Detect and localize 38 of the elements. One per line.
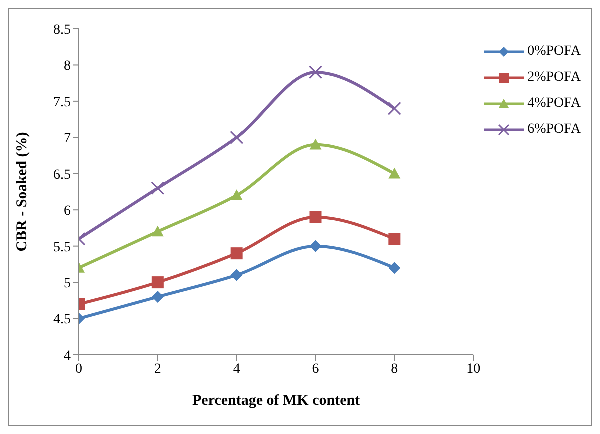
point bbox=[230, 248, 243, 260]
point bbox=[308, 66, 322, 80]
x-tick-label: 10 bbox=[466, 362, 481, 377]
y-tick-label: 8 bbox=[64, 59, 71, 74]
point bbox=[152, 291, 164, 304]
legend-label: 4%POFA bbox=[528, 96, 581, 112]
x-tick-label: 8 bbox=[391, 362, 398, 377]
y-tick-label: 4 bbox=[64, 348, 71, 364]
point bbox=[152, 226, 164, 237]
point bbox=[310, 138, 322, 150]
x-tick-label: 2 bbox=[154, 362, 162, 377]
point bbox=[388, 168, 401, 179]
y-tick-label: 7 bbox=[64, 132, 71, 147]
y-tick-label: 6.5 bbox=[54, 168, 71, 183]
y-tick-label: 8.5 bbox=[54, 22, 71, 38]
point bbox=[230, 190, 243, 200]
y-axis-title: CBR - Soaked (%) bbox=[14, 132, 30, 252]
point bbox=[388, 262, 401, 274]
x-tick-label: 0 bbox=[76, 362, 82, 377]
legend-label: 2%POFA bbox=[528, 70, 581, 86]
point bbox=[388, 102, 402, 116]
point bbox=[388, 233, 401, 246]
x-tick-label: 6 bbox=[312, 362, 320, 377]
x-tick-label: 4 bbox=[233, 362, 240, 377]
point bbox=[152, 276, 164, 289]
y-tick-label: 4.5 bbox=[54, 312, 71, 328]
y-tick-label: 5 bbox=[64, 276, 71, 292]
legend-label: 0%POFA bbox=[528, 44, 581, 60]
point bbox=[310, 211, 322, 224]
y-tick-label: 7.5 bbox=[54, 95, 71, 110]
y-tick-label: 6 bbox=[64, 204, 71, 220]
point bbox=[310, 240, 322, 252]
legend-label: 6%POFA bbox=[528, 122, 581, 138]
point bbox=[230, 269, 243, 282]
y-tick-label: 5.5 bbox=[54, 240, 71, 256]
x-axis-title: Percentage of MK content bbox=[192, 393, 360, 409]
point bbox=[151, 182, 165, 196]
point bbox=[230, 130, 244, 144]
